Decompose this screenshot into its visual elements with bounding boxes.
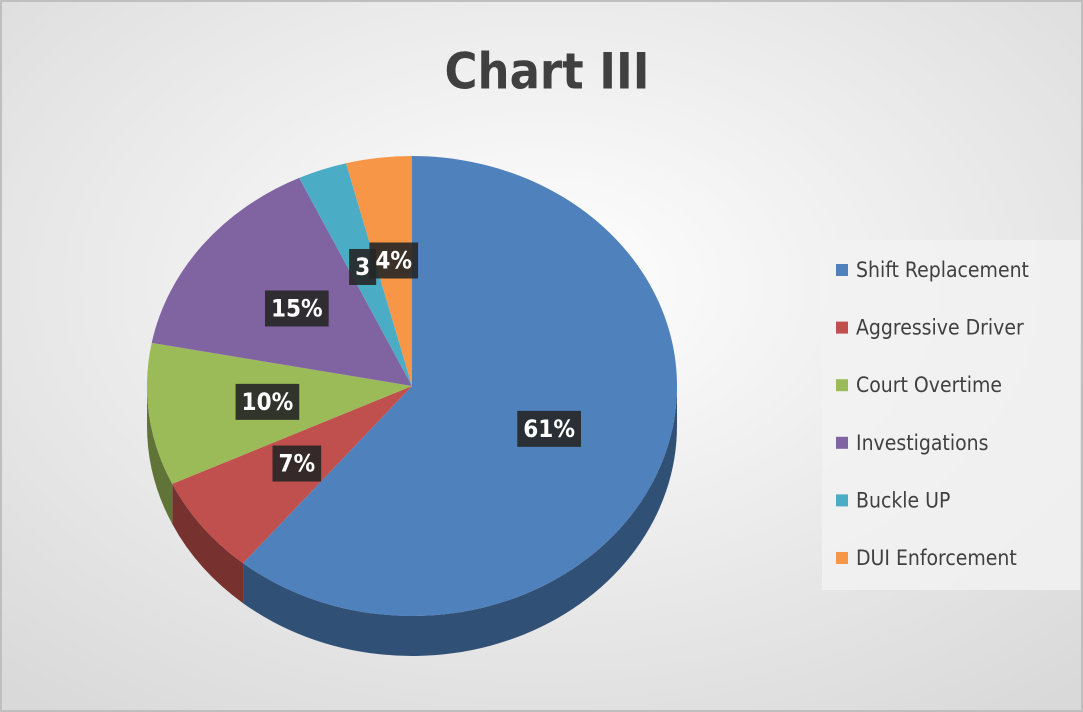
data-label: 3	[355, 253, 370, 281]
slice	[151, 177, 412, 386]
data-labels: 61% 7% 10% 15% 3 4%	[235, 242, 581, 482]
slice-side	[147, 386, 173, 524]
legend-label: DUI Enforcement	[856, 546, 1017, 570]
legend-swatch	[836, 436, 848, 449]
data-label-box	[264, 290, 329, 327]
legend-swatch	[836, 552, 848, 564]
data-label: 4%	[375, 246, 412, 274]
slice	[243, 156, 678, 616]
legend-label: Court Overtime	[856, 373, 1002, 397]
pie-side	[147, 386, 677, 656]
data-label-box	[517, 410, 581, 447]
legend-swatch	[836, 321, 848, 334]
legend-swatch	[836, 264, 848, 276]
data-label: 10%	[242, 388, 294, 416]
data-label-box	[235, 383, 300, 420]
chart-title: Chart III	[445, 43, 650, 101]
slice-side	[243, 386, 677, 656]
legend-label: Buckle UP	[856, 488, 950, 512]
legend-swatch	[836, 494, 848, 507]
legend-label: Investigations	[856, 431, 988, 455]
legend-box	[822, 240, 1080, 590]
legend-label: Shift Replacement	[856, 258, 1029, 282]
data-label-box	[272, 445, 322, 482]
data-label: 7%	[279, 450, 316, 478]
legend-label: Aggressive Driver	[856, 316, 1024, 340]
legend: Shift Replacement Aggressive Driver Court …	[836, 258, 1029, 570]
data-label: 15%	[271, 294, 323, 322]
legend-swatch	[836, 379, 848, 392]
slice-side	[172, 483, 244, 604]
pie-top	[146, 156, 678, 616]
data-label: 61%	[523, 415, 575, 443]
data-label-box	[369, 242, 419, 279]
